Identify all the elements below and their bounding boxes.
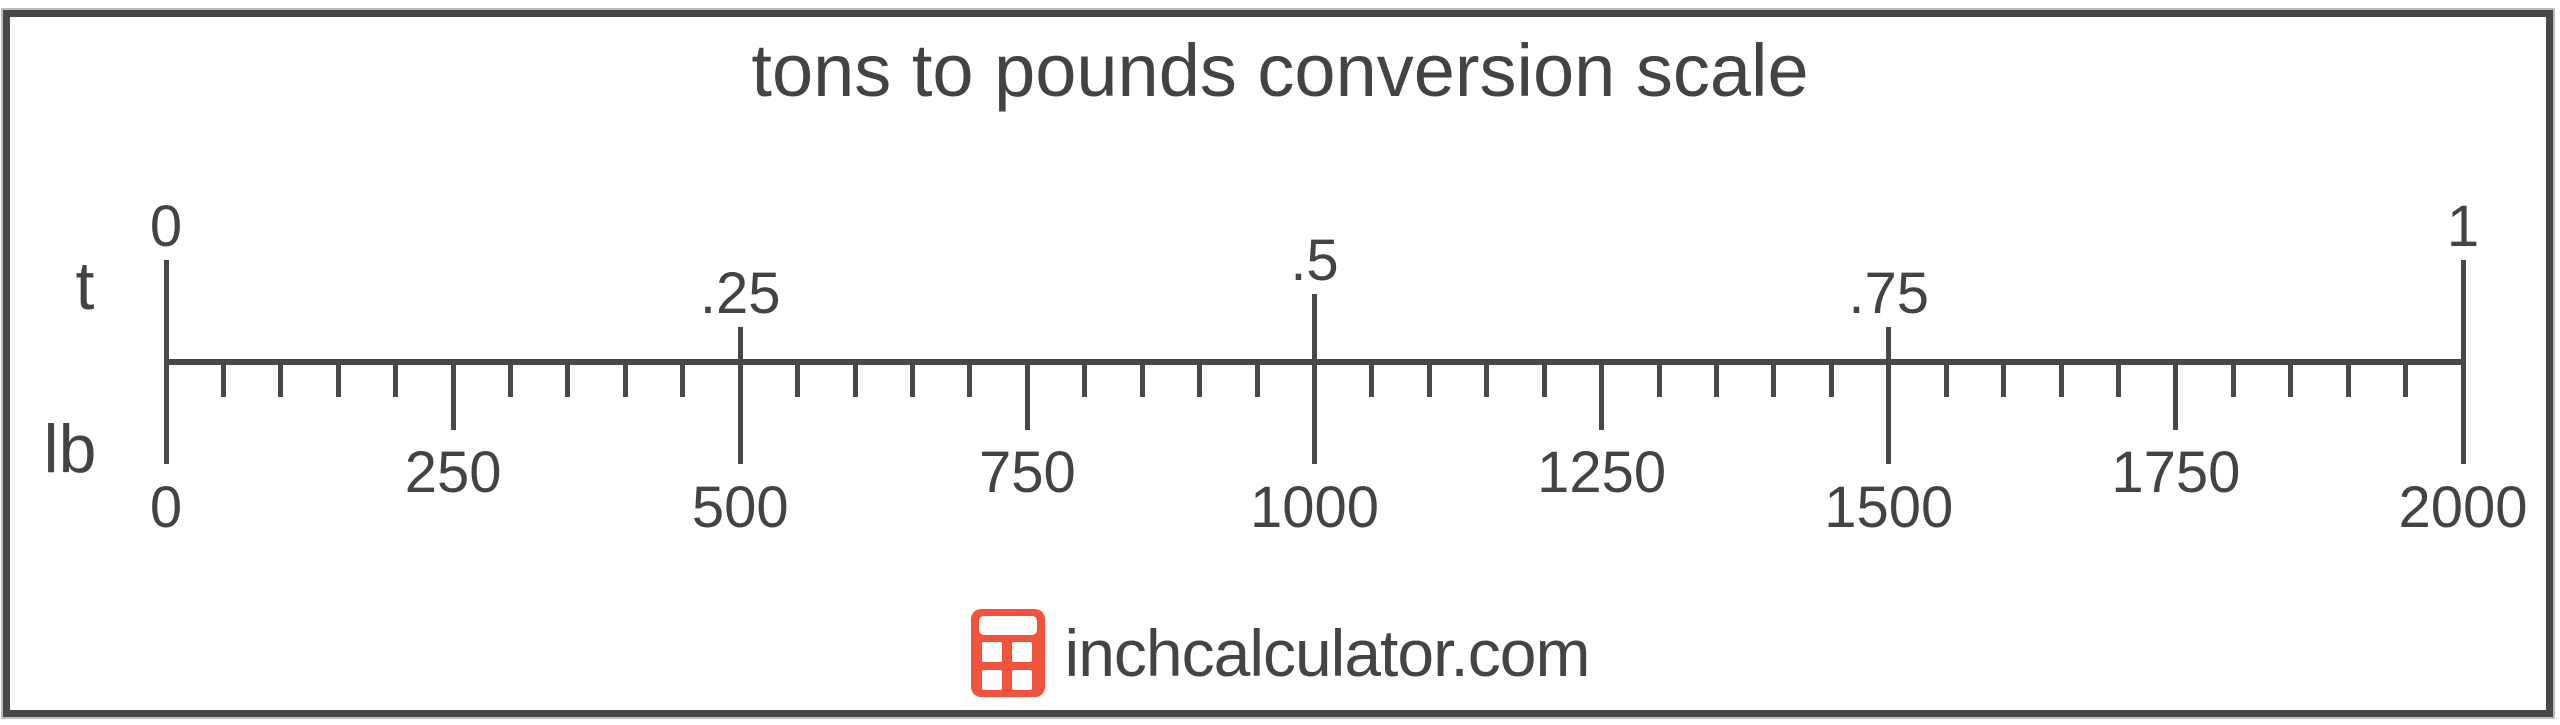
bottom-tick-label: 1000 [1249,475,1380,540]
bottom-tick-label: 0 [149,475,183,540]
calculator-icon-button [981,642,1002,662]
bottom-tick-minor [1139,362,1145,397]
bottom-tick-minor [1426,362,1432,397]
bottom-tick-minor [1771,362,1777,397]
top-tick-label: 1 [2446,194,2480,259]
bottom-axis-unit-label: lb [43,411,97,487]
bottom-tick-medium [450,362,456,430]
bottom-tick-major [2460,362,2466,464]
bottom-tick-minor [393,362,399,397]
bottom-tick-minor [1541,362,1547,397]
bottom-tick-minor [680,362,686,397]
top-tick-label: 0 [149,194,183,259]
bottom-tick-minor [1254,362,1260,397]
bottom-tick-label: 250 [404,440,502,505]
bottom-tick-medium [1599,362,1605,430]
bottom-tick-minor [1484,362,1490,397]
calculator-icon-button [981,670,1002,690]
bottom-tick-medium [1024,362,1030,430]
top-tick-major [2460,260,2466,362]
bottom-tick-major [1312,362,1317,464]
bottom-tick-minor [2288,362,2294,397]
bottom-tick-minor [1656,362,1662,397]
bottom-tick-medium [2173,362,2179,430]
bottom-tick-major [1886,362,1892,464]
bottom-tick-minor [622,362,628,397]
chart-title: tons to pounds conversion scale [751,29,1809,112]
bottom-tick-minor [795,362,801,397]
bottom-tick-minor [508,362,514,397]
bottom-tick-label: 1750 [2111,440,2241,505]
bottom-tick-minor [967,362,973,397]
bottom-tick-minor [2403,362,2409,397]
bottom-tick-minor [1943,362,1949,397]
bottom-tick-minor [1713,362,1719,397]
bottom-tick-label: 1250 [1537,440,1667,505]
bottom-tick-minor [220,362,226,397]
bottom-tick-minor [2001,362,2007,397]
bottom-tick-minor [1369,362,1375,397]
bottom-tick-minor [2345,362,2351,397]
top-tick-medium [1312,294,1317,362]
top-tick-label: .75 [1848,261,1930,326]
bottom-tick-label: 750 [978,440,1076,505]
bottom-tick-minor [1082,362,1088,397]
bottom-tick-minor [2115,362,2121,397]
bottom-tick-minor [2058,362,2064,397]
top-tick-label: .25 [699,261,781,326]
calculator-icon-button [1011,642,1032,662]
bottom-tick-minor [910,362,916,397]
bottom-tick-label: 1500 [1824,475,1954,540]
top-tick-label: .5 [1290,228,1339,293]
bottom-tick-major [163,362,169,464]
calculator-icon [970,609,1045,697]
bottom-tick-label: 500 [691,475,789,540]
top-tick-minor [1886,327,1892,362]
calculator-icon-screen [978,616,1037,635]
bottom-tick-minor [1828,362,1834,397]
calculator-icon-button [1011,670,1032,690]
bottom-tick-minor [852,362,858,397]
bottom-tick-minor [335,362,341,397]
site-name: inchcalculator.com [1064,616,1591,690]
top-tick-major [163,260,169,362]
bottom-tick-major [737,362,743,464]
top-tick-minor [737,327,743,362]
bottom-tick-minor [278,362,284,397]
bottom-tick-minor [565,362,571,397]
top-axis-unit-label: t [75,248,95,324]
bottom-tick-label: 2000 [2398,475,2528,540]
bottom-tick-minor [2230,362,2236,397]
branding: inchcalculator.com [0,609,2560,697]
bottom-tick-minor [1197,362,1203,397]
